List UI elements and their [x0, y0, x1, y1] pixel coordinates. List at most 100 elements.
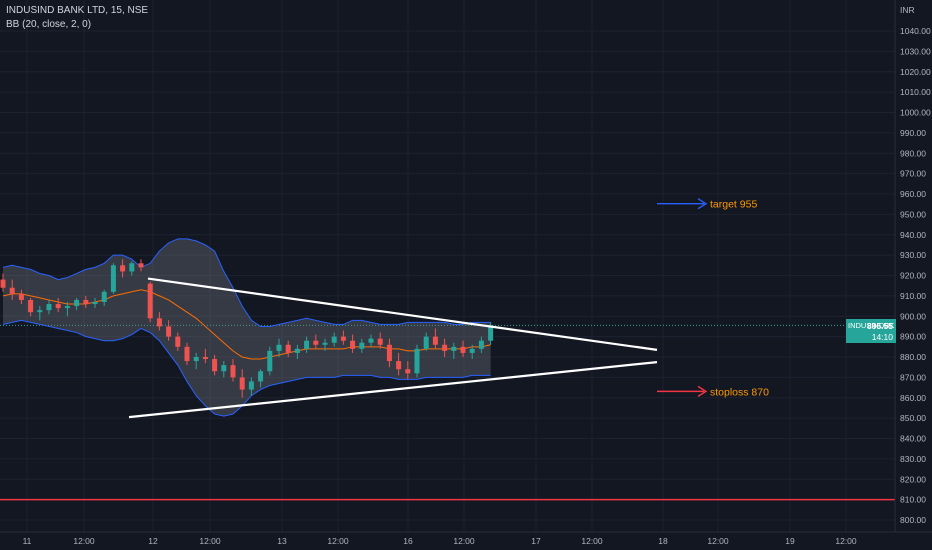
candle-body	[92, 301, 98, 305]
price-tag-symbol: INDUSINDBK	[848, 321, 895, 330]
candle-body	[313, 340, 319, 345]
indicator-legend: BB (20, close, 2, 0)	[6, 19, 92, 30]
target-arrow-head	[697, 198, 708, 210]
candle-body	[488, 325, 494, 341]
horizontal-lines	[0, 324, 895, 501]
candle-body	[120, 265, 126, 272]
candle-body	[285, 344, 291, 353]
candle-body	[64, 306, 70, 309]
bollinger-upper-line	[2, 238, 491, 327]
candle-body	[55, 304, 61, 309]
bollinger-fill	[3, 238, 491, 417]
candle-body	[423, 336, 429, 349]
candle-body	[239, 377, 245, 390]
price-tick-label: 970.00	[900, 169, 926, 179]
candle-body	[377, 338, 383, 345]
price-axis[interactable]: 1040.00 1030.00 1020.00 1010.00 1000.00 990.0…	[894, 0, 931, 532]
time-tick-label: 12:00	[835, 536, 857, 546]
chart-title-legend: INDUSIND BANK LTD, 15, NSE	[6, 5, 149, 16]
candle-body	[322, 342, 328, 345]
price-tick-label: 860.00	[900, 393, 926, 403]
candle-body	[386, 344, 392, 362]
candle-body	[432, 336, 438, 345]
candle-body	[193, 357, 199, 362]
candle-body	[442, 344, 448, 351]
time-tick-label: 18	[658, 536, 668, 546]
last-price-tag: INDUSINDBK 895.55 14:10	[846, 319, 896, 343]
candle-body	[202, 357, 208, 360]
candle-body	[405, 369, 411, 374]
candle-body	[46, 304, 52, 311]
time-tick-label: 11	[23, 536, 32, 546]
price-tick-label: 940.00	[900, 230, 926, 240]
candle-body	[129, 263, 135, 272]
time-tick-label: 12:00	[199, 536, 221, 546]
candle-body	[359, 342, 365, 349]
price-tick-label: 930.00	[900, 250, 926, 260]
candle-body	[18, 293, 24, 300]
candle-body	[9, 287, 15, 294]
price-tick-label: 900.00	[900, 311, 926, 321]
candle-body	[230, 365, 236, 378]
trendlines[interactable]	[128, 277, 658, 419]
price-tick-label: 1020.00	[900, 67, 931, 77]
candle-body	[212, 359, 218, 372]
price-tick-label: 810.00	[900, 495, 926, 505]
time-tick-label: 13	[277, 536, 287, 546]
candle-body	[258, 371, 264, 382]
candle-body	[469, 348, 475, 353]
candle-body	[331, 336, 337, 343]
candle-body	[28, 299, 34, 313]
candle-body	[276, 344, 282, 351]
candle-body	[478, 340, 484, 349]
price-tick-label: 820.00	[900, 474, 926, 484]
price-tick-label: 830.00	[900, 454, 926, 464]
price-tick-label: 1030.00	[900, 46, 931, 56]
price-tick-label: 920.00	[900, 271, 926, 281]
price-tick-label: 1000.00	[900, 108, 931, 118]
candle-body	[368, 338, 374, 343]
price-tick-label: 1010.00	[900, 87, 931, 97]
candle-body	[304, 340, 310, 349]
candle-body	[340, 336, 346, 341]
stoploss-label: stoploss 870	[710, 386, 769, 398]
price-tick-label: 840.00	[900, 434, 926, 444]
price-tick-label: 980.00	[900, 148, 926, 158]
level-annotations[interactable]: target 955 stoploss 870	[657, 198, 769, 399]
candle-body	[37, 310, 43, 313]
time-tick-label: 12:00	[453, 536, 475, 546]
price-tick-label: 960.00	[900, 189, 926, 199]
time-tick-label: 12:00	[327, 536, 349, 546]
chart-grid	[0, 0, 895, 532]
candle-body	[101, 291, 107, 302]
price-tick-label: 890.00	[900, 332, 926, 342]
candle-body	[166, 326, 172, 337]
time-tick-label: 12:00	[581, 536, 603, 546]
candlesticks	[0, 259, 494, 398]
candle-body	[83, 299, 89, 305]
time-tick-label: 17	[531, 536, 541, 546]
candle-body	[110, 265, 116, 292]
candle-body	[294, 348, 300, 353]
price-tick-label: 870.00	[900, 372, 926, 382]
candle-body	[460, 346, 466, 353]
price-tag-countdown: 14:10	[871, 332, 893, 342]
time-axis[interactable]: 11 12:00 12 12:00 13 12:00 16 12:00 17 12:00 18 12:…	[0, 531, 932, 546]
price-tick-label: 950.00	[900, 209, 926, 219]
candle-body	[396, 361, 402, 370]
time-tick-label: 12	[148, 536, 158, 546]
time-tick-label: 16	[403, 536, 413, 546]
candle-body	[184, 346, 190, 362]
candle-body	[74, 299, 80, 307]
price-tick-label: 1040.00	[900, 26, 931, 36]
candle-body	[0, 279, 6, 288]
price-tick-label: 880.00	[900, 352, 926, 362]
time-tick-label: 12:00	[73, 536, 95, 546]
price-tick-label: 910.00	[900, 291, 926, 301]
candle-body	[451, 346, 457, 351]
price-tick-label: 850.00	[900, 413, 926, 423]
price-tick-label: 800.00	[900, 515, 926, 525]
price-tick-label: 990.00	[900, 128, 926, 138]
time-tick-label: 19	[785, 536, 795, 546]
